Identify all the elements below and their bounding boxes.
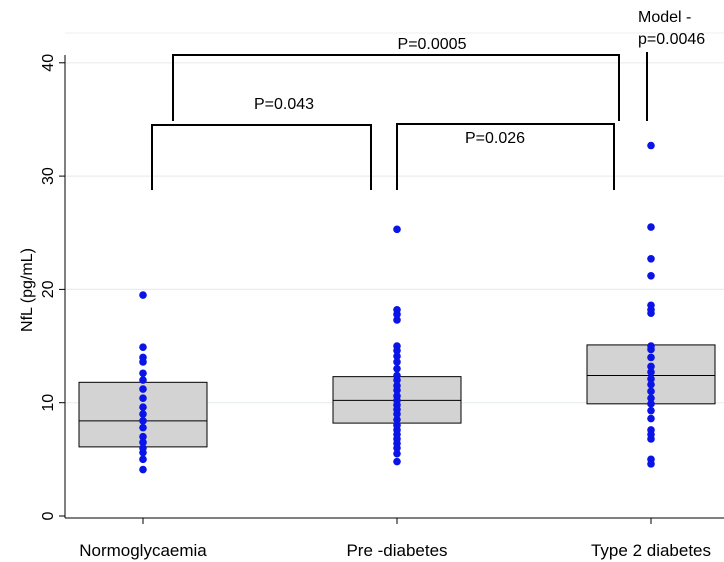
category-label: Normoglycaemia <box>79 541 207 560</box>
data-point <box>393 358 401 366</box>
data-point <box>393 415 401 424</box>
data-point <box>647 255 655 263</box>
point-group <box>139 141 655 474</box>
category-label: Type 2 diabetes <box>591 541 711 560</box>
data-point <box>139 385 147 393</box>
data-point <box>647 460 655 468</box>
data-point <box>647 368 655 376</box>
y-axis: 0 10 20 30 40 <box>40 54 66 520</box>
data-point <box>139 465 147 474</box>
y-tick-label: 40 <box>40 54 57 72</box>
data-point <box>139 410 147 418</box>
data-point <box>647 394 655 402</box>
data-point <box>647 141 655 150</box>
data-point <box>393 346 401 355</box>
data-point <box>393 352 401 361</box>
data-point <box>393 449 401 458</box>
data-point <box>139 369 147 378</box>
data-point <box>647 400 655 408</box>
data-point <box>139 376 147 384</box>
data-point <box>647 375 655 383</box>
data-point <box>647 309 655 317</box>
model-note-line1: Model - <box>638 9 691 26</box>
model-note-line2: p=0.0046 <box>638 31 705 48</box>
data-point <box>647 362 655 371</box>
y-tick-label: 30 <box>40 167 57 185</box>
data-point <box>139 343 147 351</box>
category-label: Pre -diabetes <box>346 541 447 560</box>
category-labels: Normoglycaemia Pre -diabetes Type 2 diabet… <box>79 541 711 560</box>
data-point <box>393 310 401 319</box>
significance-bracket <box>151 124 372 190</box>
data-point <box>393 410 401 418</box>
data-point <box>139 403 147 412</box>
data-point <box>647 272 655 280</box>
data-point <box>393 376 401 384</box>
data-point <box>393 444 401 452</box>
y-axis-title: NfL (pg/mL) <box>19 248 36 332</box>
data-point <box>139 291 147 299</box>
data-point <box>139 448 147 457</box>
p-value-label: P=0.043 <box>254 96 314 113</box>
data-point <box>647 380 655 389</box>
data-point <box>139 438 147 447</box>
data-point <box>647 223 655 231</box>
data-point <box>139 423 147 432</box>
data-point <box>647 387 655 396</box>
data-point <box>393 457 401 466</box>
x-axis <box>65 517 724 524</box>
data-point <box>647 435 655 443</box>
data-point <box>139 417 147 425</box>
y-tick-label: 20 <box>40 280 57 298</box>
data-point <box>139 455 147 464</box>
p-value-label: P=0.026 <box>465 130 525 147</box>
data-point <box>393 316 401 324</box>
p-value-label: P=0.0005 <box>398 36 467 53</box>
data-point <box>393 364 401 373</box>
data-point <box>139 432 147 441</box>
data-point <box>647 345 655 354</box>
data-point <box>139 358 147 366</box>
data-point <box>647 406 655 415</box>
bracket-group: P=0.0005 P=0.043 P=0.026 <box>151 36 648 190</box>
significance-bracket <box>172 54 620 121</box>
significance-bracket <box>396 123 615 190</box>
data-point <box>393 225 401 234</box>
y-tick-label: 0 <box>40 511 57 520</box>
data-point <box>647 353 655 362</box>
data-point <box>139 394 147 402</box>
data-point <box>647 414 655 423</box>
data-point <box>393 386 401 395</box>
y-tick-label: 10 <box>40 394 57 412</box>
